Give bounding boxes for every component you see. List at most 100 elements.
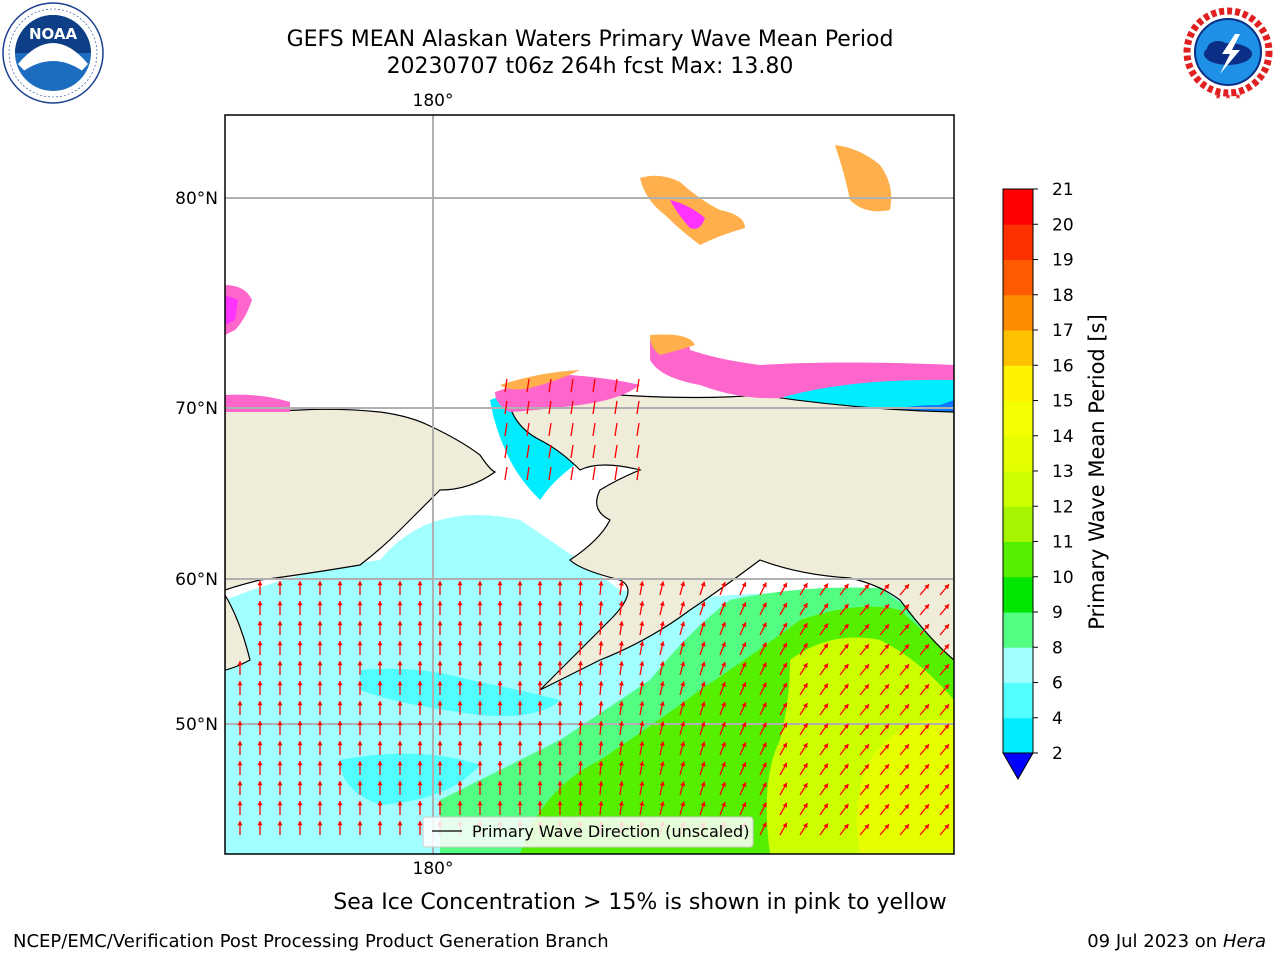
wave-arrow-head <box>497 641 503 646</box>
wave-arrow <box>636 466 640 481</box>
wave-arrow-head <box>417 821 423 826</box>
wave-arrow-head <box>802 703 808 709</box>
wave-arrow <box>548 422 552 437</box>
wave-arrow-head <box>762 802 767 808</box>
wave-arrow-head <box>762 622 767 628</box>
wave-arrow-head <box>477 581 483 586</box>
wave-arrow-head <box>944 824 949 830</box>
wave-arrow <box>592 466 596 481</box>
wave-arrow-head <box>782 642 788 648</box>
wave-arrow-head <box>802 783 808 789</box>
wave-arrow-head <box>517 681 523 686</box>
wave-arrow-head <box>618 701 624 706</box>
wave-arrow-head <box>297 661 303 666</box>
wave-arrow-head <box>337 781 343 786</box>
wave-arrow-head <box>577 781 584 786</box>
wave-arrow-head <box>884 604 889 610</box>
wave-arrow-head <box>864 604 869 610</box>
wave-arrow <box>636 422 640 437</box>
wave-arrow-head <box>762 682 767 688</box>
wave-arrow-head <box>237 701 243 706</box>
chart-subtitle: 20230707 t06z 264h fcst Max: 13.80 <box>386 54 794 79</box>
wave-arrow-head <box>680 621 686 627</box>
wave-arrow <box>636 378 640 393</box>
wave-arrow-head <box>741 622 747 628</box>
wave-arrow-head <box>741 762 747 768</box>
wave-arrow-head <box>659 741 665 747</box>
wave-arrow-head <box>397 801 403 806</box>
wave-arrow-head <box>700 661 706 667</box>
wave-arrow-head <box>577 641 584 646</box>
wave-arrow-head <box>317 721 323 726</box>
wave-arrow-head <box>237 681 243 686</box>
wave-arrow-head <box>721 581 726 587</box>
wave-arrow-head <box>864 824 869 830</box>
wave-arrow-head <box>277 681 283 686</box>
wave-arrow-head <box>721 681 726 687</box>
colorbar-segment <box>1003 400 1033 437</box>
wave-arrow-head <box>537 701 543 706</box>
wave-arrow-head <box>904 804 909 810</box>
wave-arrow-head <box>557 621 563 626</box>
wave-arrow-head <box>924 644 929 650</box>
colorbar-label: Primary Wave Mean Period [s] <box>1085 314 1109 630</box>
wave-arrow-head <box>782 722 788 728</box>
wave-arrow-head <box>904 824 909 830</box>
wave-arrow-head <box>397 601 403 606</box>
wave-arrow-head <box>700 581 706 587</box>
wave-arrow <box>526 422 530 437</box>
wave-arrow-head <box>377 821 383 826</box>
wave-arrow-head <box>598 701 604 706</box>
colorbar-tick-label: 2 <box>1052 744 1063 764</box>
wave-arrow-head <box>457 621 463 626</box>
legend-label: Primary Wave Direction (unscaled) <box>472 822 749 841</box>
wave-arrow <box>614 422 618 437</box>
wave-arrow-head <box>457 581 463 586</box>
wave-arrow-head <box>337 721 343 726</box>
wave-arrow-head <box>517 661 523 666</box>
wave-arrow-head <box>884 744 889 750</box>
wave-arrow-head <box>782 742 788 748</box>
wave-arrow-head <box>437 621 443 626</box>
wave-arrow-head <box>317 821 323 826</box>
wave-arrow-head <box>297 641 303 646</box>
wave-arrow-head <box>457 661 463 666</box>
wave-arrow-head <box>577 601 584 606</box>
wave-arrow <box>614 378 618 393</box>
wave-arrow <box>526 466 530 481</box>
wave-arrow-head <box>924 784 929 790</box>
wave-arrow-head <box>680 661 686 667</box>
wave-arrow <box>548 400 552 415</box>
colorbar-segment <box>1003 576 1033 613</box>
colorbar-segment <box>1003 259 1033 296</box>
wave-arrow-head <box>557 581 563 586</box>
wave-arrow-head <box>317 581 323 586</box>
wave-arrow-head <box>257 701 263 706</box>
wave-arrow-head <box>843 683 849 689</box>
wave-arrow-head <box>317 761 323 766</box>
wave-arrow-head <box>337 681 343 686</box>
wave-arrow-head <box>802 603 808 609</box>
wave-arrow-head <box>864 784 869 790</box>
wave-arrow-head <box>598 801 604 806</box>
wave-arrow-head <box>924 704 929 710</box>
sea-ice-ne <box>835 145 892 212</box>
wave-arrow-head <box>517 721 523 726</box>
land-kamchatka <box>225 593 251 671</box>
wave-arrow-head <box>904 664 909 670</box>
colorbar-tick-label: 14 <box>1052 427 1074 447</box>
wave-arrow-head <box>762 602 767 608</box>
wave-arrow-head <box>680 641 686 647</box>
wave-arrow-head <box>924 744 929 750</box>
wave-arrow-head <box>802 723 808 729</box>
wave-arrow-head <box>598 781 604 786</box>
wave-arrow-head <box>537 621 543 626</box>
wave-arrow-head <box>659 661 665 667</box>
wave-arrow-head <box>517 761 523 766</box>
wave-arrow-head <box>257 661 263 666</box>
wave-direction-arrows <box>237 378 950 836</box>
wave-arrow-head <box>944 804 949 810</box>
sea-ice-beaufort <box>650 338 954 399</box>
colorbar-segment <box>1003 682 1033 719</box>
wave-arrow <box>614 400 618 415</box>
